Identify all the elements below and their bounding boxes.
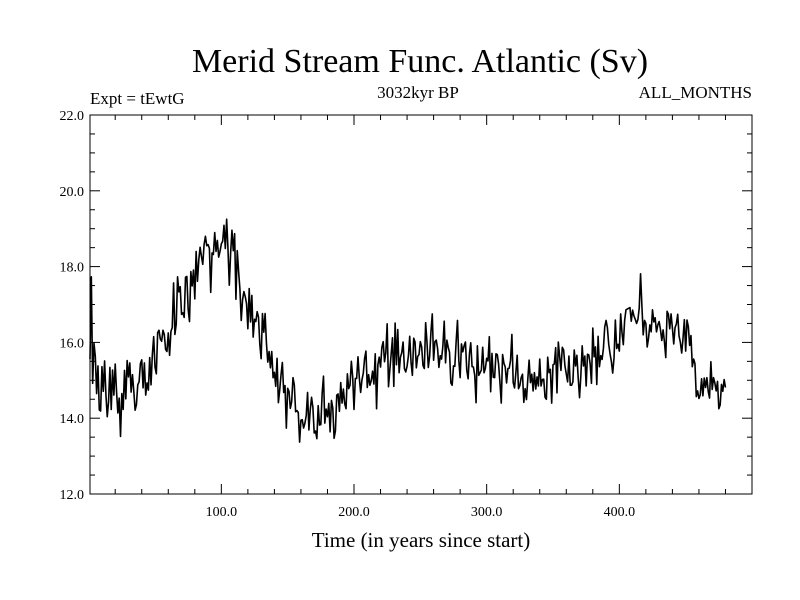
chart-title: Merid Stream Func. Atlantic (Sv) (192, 43, 648, 80)
series-layer (89, 218, 727, 443)
x-axis-title: Time (in years since start) (312, 528, 531, 552)
time-period-label: 3032kyr BP (377, 83, 459, 102)
series-line (89, 218, 727, 443)
y-tick-label: 18.0 (60, 261, 85, 276)
y-axis: 12.0 14.0 16.0 18.0 20.0 22.0 (60, 109, 752, 503)
plot-area: 12.0 14.0 16.0 18.0 20.0 22.0 100.0 200.0 300.0… (60, 109, 753, 520)
x-tick-label: 100.0 (206, 505, 238, 520)
x-tick-label: 400.0 (604, 505, 636, 520)
y-tick-label: 16.0 (60, 336, 85, 351)
y-tick-label: 20.0 (60, 185, 85, 200)
months-label: ALL_MONTHS (639, 83, 752, 102)
y-tick-label: 14.0 (60, 412, 85, 427)
x-tick-label: 200.0 (338, 505, 370, 520)
y-tick-label: 22.0 (60, 109, 85, 124)
experiment-label: Expt = tEwtG (90, 89, 185, 108)
y-tick-label: 12.0 (60, 488, 85, 503)
x-tick-label: 300.0 (471, 505, 503, 520)
x-axis: 100.0 200.0 300.0 400.0 (114, 115, 726, 520)
